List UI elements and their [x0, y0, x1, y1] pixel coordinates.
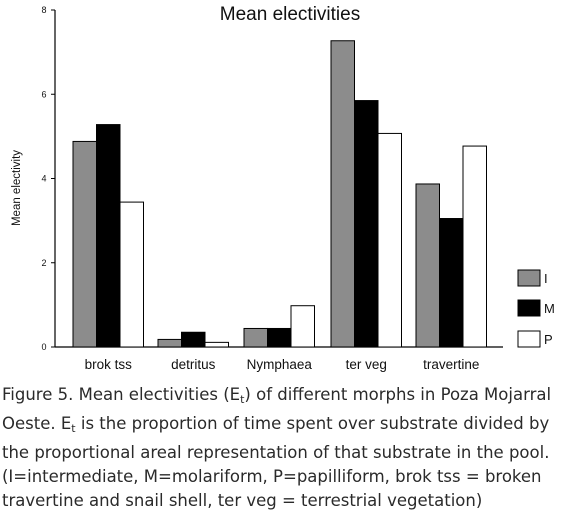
- bar-M-travertine: [439, 218, 464, 348]
- legend-label-M: M: [544, 301, 555, 316]
- caption-line-2: Oeste. Et is the proportion of time spen…: [2, 414, 550, 435]
- y-tick-label: 2: [41, 258, 46, 268]
- caption-line-1: Figure 5. Mean electivities (Et) of diff…: [2, 385, 552, 406]
- y-tick-label: 8: [41, 5, 46, 15]
- y-tick-label: 6: [41, 89, 46, 99]
- legend-label-P: P: [544, 332, 553, 347]
- bar-P-ter-veg: [377, 132, 402, 348]
- bar-I-ter-veg: [330, 40, 355, 348]
- legend-swatch-M: [517, 299, 541, 317]
- y-tick-labels: 0 2 4 6 8: [41, 5, 55, 352]
- x-tick-label: brok tss: [85, 357, 133, 372]
- y-tick-label: 0: [41, 342, 46, 352]
- x-tick-label: ter veg: [346, 357, 387, 372]
- bar-I-travertine: [415, 183, 440, 348]
- bar-I-brok-tss: [72, 140, 97, 348]
- x-tick-label: detritus: [171, 357, 216, 372]
- x-tick-label: travertine: [423, 357, 479, 372]
- legend: IM P: [517, 269, 555, 348]
- figure-caption: Figure 5. Mean electivities (Et) of diff…: [2, 383, 578, 513]
- x-tick-labels: brok tss detritus Nymphaea ter veg travertin…: [85, 357, 480, 372]
- bar-P-brok-tss: [119, 201, 144, 348]
- bar-P-detritus: [204, 341, 229, 348]
- caption-line-4: (I=intermediate, M=molariform, P=papilli…: [2, 467, 542, 486]
- bar-chart: Mean electivities Mean electivity brok t…: [11, 4, 555, 372]
- bar-P-travertine: [462, 145, 487, 348]
- legend-label-I: I: [544, 271, 548, 286]
- bar-M-detritus: [181, 331, 206, 348]
- legend-swatch-P: [517, 330, 541, 348]
- bars: [72, 40, 487, 348]
- bar-M-brok-tss: [96, 124, 121, 348]
- y-tick-label: 4: [41, 174, 46, 184]
- bar-I-Nymphaea: [243, 327, 268, 348]
- bar-P-Nymphaea: [290, 305, 315, 348]
- bar-M-Nymphaea: [267, 327, 292, 348]
- x-tick-label: Nymphaea: [247, 357, 313, 372]
- caption-line-5: travertine and snail shell, ter veg = te…: [2, 491, 483, 510]
- y-axis-label: Mean electivity: [11, 150, 23, 226]
- chart-title: Mean electivities: [220, 4, 360, 25]
- bar-M-ter-veg: [354, 100, 379, 348]
- legend-swatch-I: [517, 269, 541, 287]
- bar-I-detritus: [157, 338, 182, 348]
- caption-line-3: the proportional areal representation of…: [2, 443, 550, 462]
